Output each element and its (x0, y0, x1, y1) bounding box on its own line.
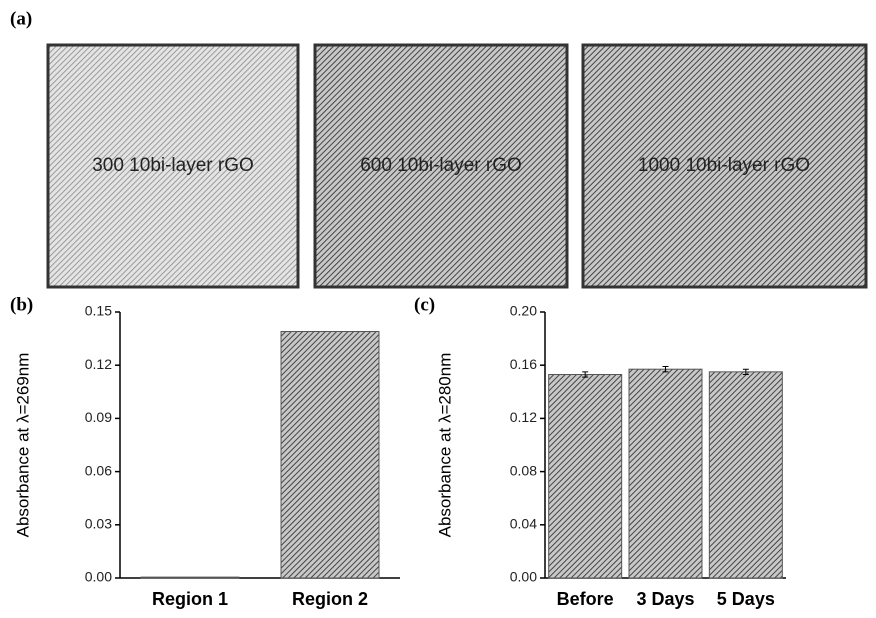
photo (581, 43, 868, 289)
x-tick-label: 3 Days (636, 589, 694, 609)
photo-label: 300 10bi-layer rGO (92, 155, 254, 176)
panel-label: (a) (10, 8, 32, 29)
panel-label: (c) (414, 294, 435, 315)
x-tick-label: 5 Days (717, 589, 775, 609)
y-tick-label: 0.08 (510, 462, 537, 478)
y-tick-label: 0.00 (85, 569, 112, 585)
error-bar (582, 371, 589, 378)
y-tick-label: 0.15 (85, 303, 112, 319)
photo-label: 600 10bi-layer rGO (360, 155, 522, 176)
error-bar (662, 366, 669, 373)
photo-label: 1000 10bi-layer rGO (638, 155, 810, 176)
y-tick-label: 0.00 (510, 569, 537, 585)
y-tick-label: 0.20 (510, 303, 537, 319)
y-tick-label: 0.16 (510, 356, 537, 372)
bar (708, 371, 783, 579)
y-tick-label: 0.03 (85, 516, 112, 532)
bar (280, 331, 380, 579)
bar (628, 368, 703, 579)
x-tick-label: Region 2 (292, 589, 368, 609)
y-tick-label: 0.09 (85, 409, 112, 425)
y-tick-label: 0.12 (85, 356, 112, 372)
panel-label: (b) (10, 294, 33, 315)
x-tick-label: Before (557, 589, 614, 609)
photo (313, 43, 569, 289)
y-axis-label: Absorbance at λ=269nm (13, 353, 32, 538)
y-tick-label: 0.12 (510, 409, 537, 425)
bar (548, 374, 623, 579)
y-tick-label: 0.06 (85, 462, 112, 478)
x-tick-label: Region 1 (152, 589, 228, 609)
bar (140, 576, 240, 579)
y-axis-label: Absorbance at λ=280nm (435, 353, 454, 538)
y-tick-label: 0.04 (510, 516, 537, 532)
photo (46, 43, 300, 289)
error-bar (742, 368, 749, 376)
